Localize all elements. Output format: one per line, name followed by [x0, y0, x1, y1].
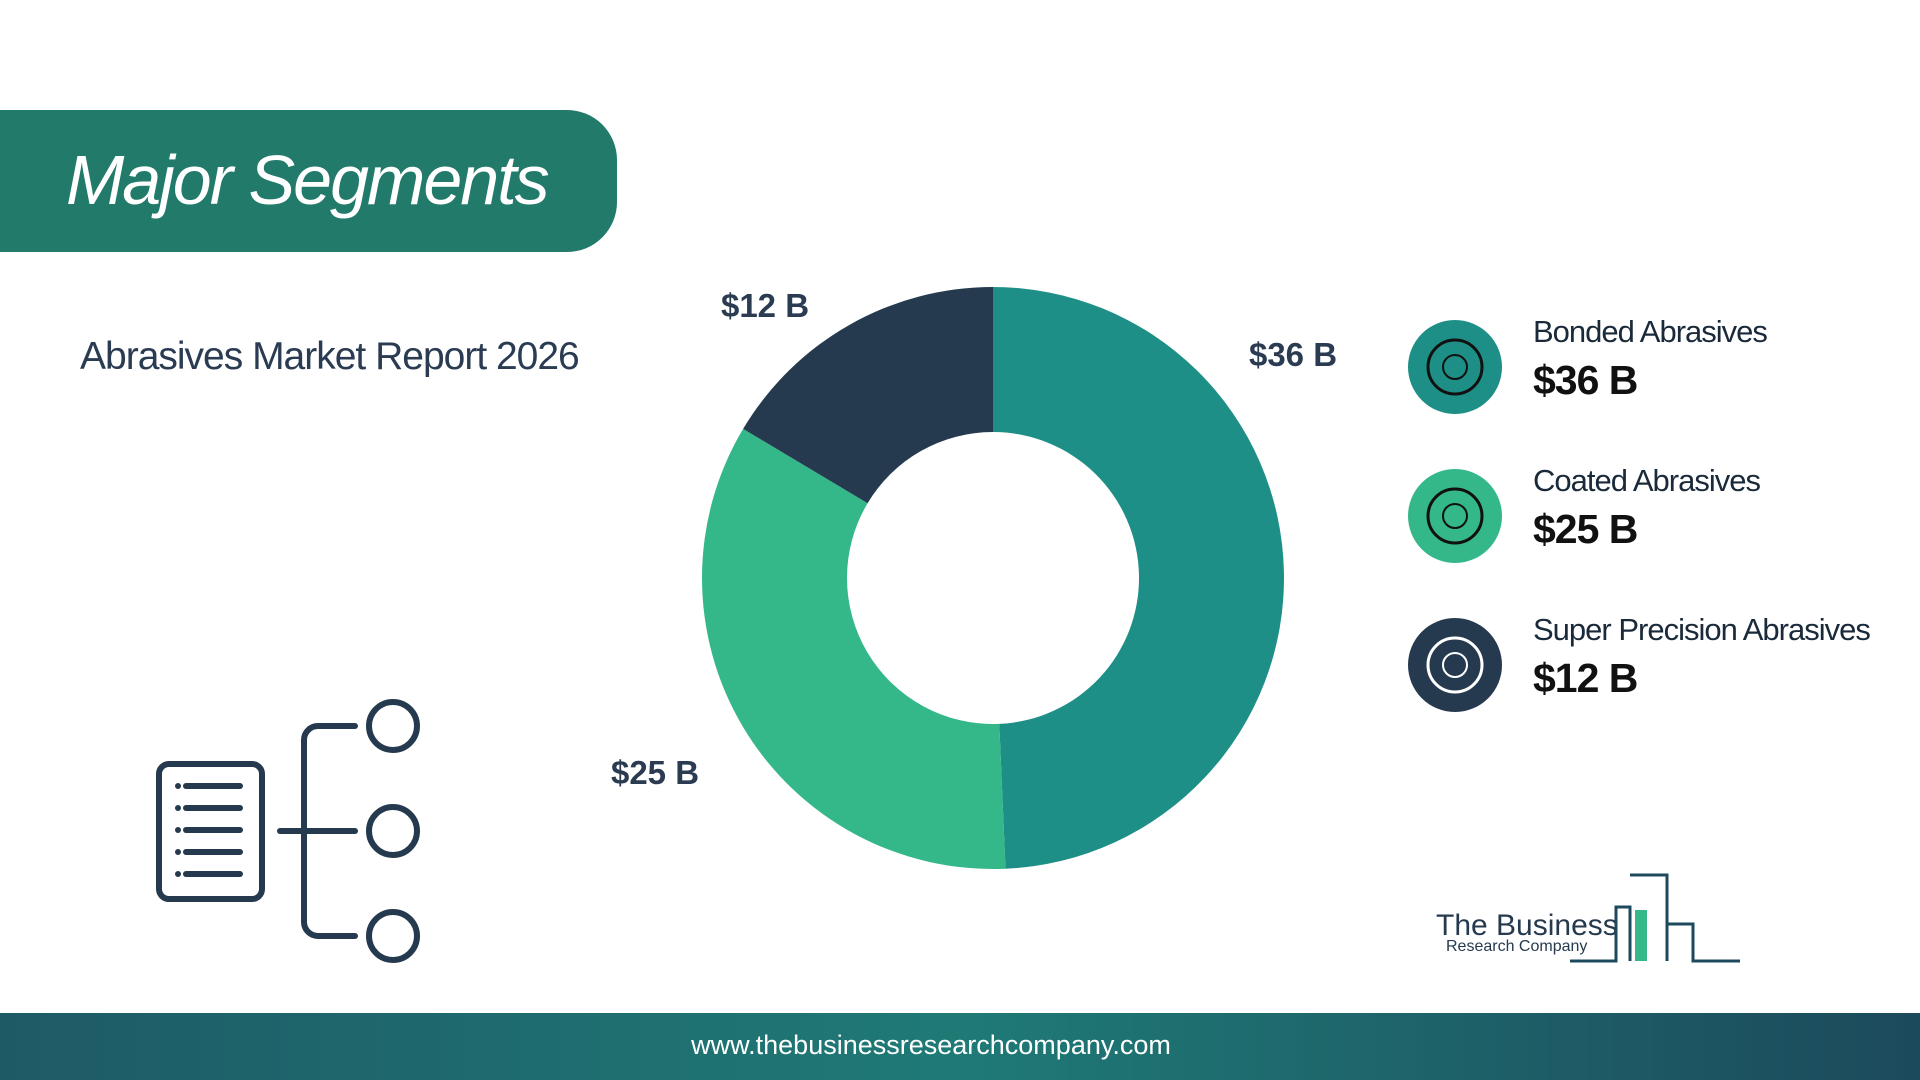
footer	[0, 1013, 1920, 1080]
logo-text: The Business	[1436, 909, 1618, 942]
legend-icon-ring	[1426, 636, 1484, 694]
legend-icon-core	[1442, 354, 1468, 380]
legend-name: Bonded Abrasives	[1533, 314, 1767, 349]
title-banner	[0, 110, 617, 252]
logo: The Business Research Company	[1436, 873, 1740, 963]
legend-icon-ring	[1426, 487, 1484, 545]
logo-text: Research Company	[1446, 938, 1587, 955]
donut-segment	[702, 428, 1006, 869]
subtitle: Abrasives Market Report 2026	[80, 335, 579, 378]
legend-icon	[1408, 320, 1502, 414]
legend-value: $36 B	[1533, 357, 1637, 403]
segments-icon	[156, 699, 420, 963]
legend-icon-ring	[1426, 338, 1484, 396]
donut-segment	[993, 287, 1285, 869]
footer-url: www.thebusinessresearchcompany.com	[690, 1030, 1171, 1060]
legend-name: Coated Abrasives	[1533, 463, 1760, 498]
legend-icon-core	[1442, 652, 1468, 678]
data-label: $25 B	[611, 754, 699, 791]
donut-segment	[743, 287, 993, 504]
data-label: $12 B	[721, 287, 809, 324]
legend-value: $25 B	[1533, 506, 1637, 552]
legend-name: Super Precision Abrasives	[1533, 612, 1870, 647]
legend-value: $12 B	[1533, 655, 1637, 701]
title: Major Segments	[66, 141, 549, 219]
data-label: $36 B	[1249, 336, 1337, 373]
legend-icon	[1408, 618, 1502, 712]
legend-icon	[1408, 469, 1502, 563]
legend-icon-core	[1442, 503, 1468, 529]
